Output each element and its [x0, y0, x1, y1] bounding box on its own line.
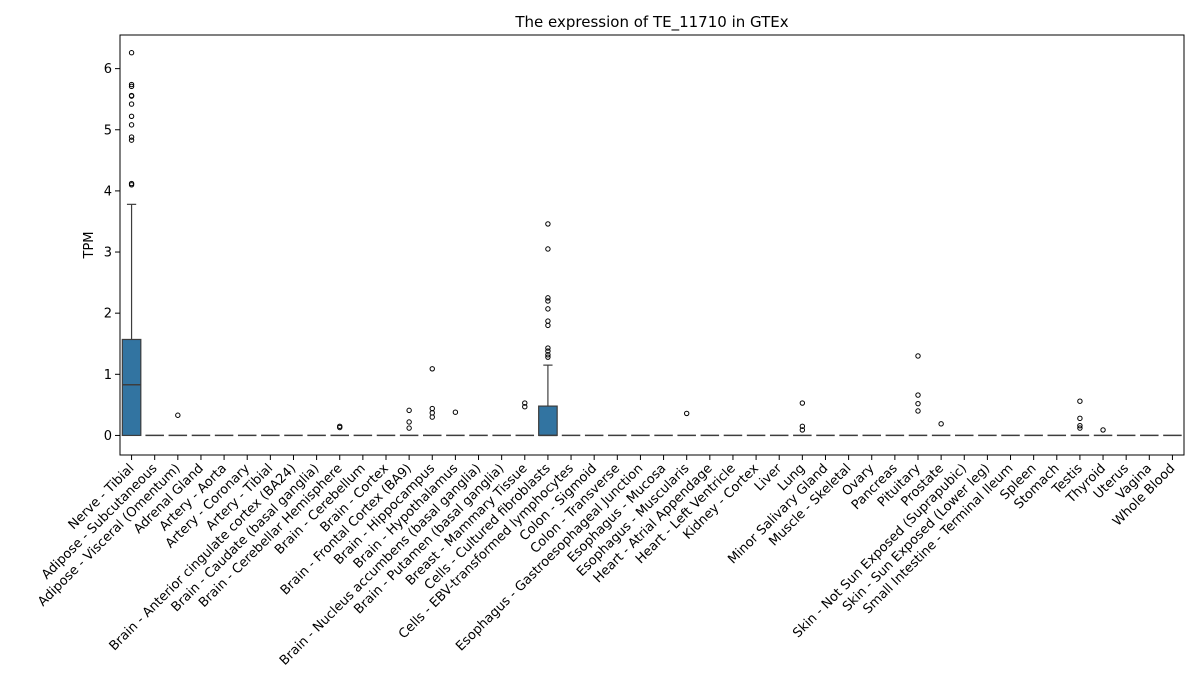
box-group [399, 407, 419, 437]
outlier-point [545, 246, 551, 252]
outlier-point [128, 50, 135, 56]
box-group [793, 400, 812, 437]
outlier-point [799, 423, 806, 429]
outlier-point [545, 345, 551, 351]
plot-area [121, 50, 1182, 437]
outlier-point [522, 400, 528, 406]
outlier-point [545, 352, 551, 358]
outlier-point [128, 134, 135, 140]
y-tick-label: 2 [104, 307, 112, 322]
y-tick-label: 0 [104, 429, 112, 444]
outlier-point [429, 414, 435, 420]
outlier-point [915, 392, 921, 398]
outlier-point [406, 425, 412, 431]
box-group [446, 409, 465, 437]
outlier-point [128, 122, 135, 128]
box-group [1093, 427, 1113, 437]
box-group [677, 410, 696, 437]
outlier-point [545, 318, 551, 324]
outlier-point [406, 407, 412, 414]
outlier-point [683, 410, 690, 417]
y-tick-label: 1 [104, 368, 112, 383]
outlier-point [915, 408, 921, 414]
y-tick-label: 3 [104, 246, 112, 261]
outlier-point [429, 366, 435, 372]
outlier-point [128, 101, 135, 107]
outlier-point [175, 412, 181, 418]
outlier-point [128, 83, 135, 90]
y-tick-label: 5 [104, 123, 112, 138]
chart-title: The expression of TE_11710 in GTEx [514, 13, 788, 32]
outlier-point [452, 409, 459, 415]
outlier-point [545, 221, 551, 227]
outlier-point [1077, 398, 1083, 404]
box-group [931, 421, 951, 437]
box-group [423, 366, 442, 437]
outlier-point [545, 354, 551, 360]
outlier-point [915, 400, 921, 407]
outlier-point [915, 353, 921, 359]
outlier-point [1077, 415, 1083, 422]
outlier-point [799, 427, 806, 433]
outlier-point [128, 137, 135, 143]
outlier-point [545, 298, 551, 304]
outlier-point [337, 423, 343, 429]
y-tick-label: 6 [104, 62, 112, 77]
outlier-point [429, 410, 435, 416]
outlier-point [522, 404, 528, 410]
outlier-point [545, 306, 551, 312]
outlier-point [799, 400, 806, 406]
outlier-point [545, 295, 551, 301]
outlier-point [128, 81, 135, 88]
box-group [1070, 398, 1090, 437]
outlier-point [545, 348, 551, 354]
box-group [538, 221, 558, 437]
box-group [908, 353, 928, 437]
outlier-point [406, 419, 412, 425]
box-group [515, 400, 535, 437]
y-tick-label: 4 [104, 184, 112, 199]
outlier-point [128, 92, 135, 99]
y-axis: 0 1 2 3 4 5 6 [104, 62, 120, 444]
outlier-point [1077, 422, 1083, 429]
outlier-point [128, 113, 135, 120]
box-group [121, 50, 142, 437]
box-group [168, 412, 188, 437]
outlier-point [545, 322, 551, 329]
outlier-point [1100, 427, 1106, 433]
outlier-point [1077, 425, 1083, 431]
box-iqr [121, 338, 142, 437]
outlier-point [429, 405, 435, 412]
outlier-point [938, 421, 944, 427]
y-axis-label: TPM [82, 232, 97, 260]
outlier-point [128, 180, 135, 187]
box-iqr [538, 405, 558, 437]
plot-frame [119, 34, 1185, 456]
box-group [330, 423, 349, 437]
